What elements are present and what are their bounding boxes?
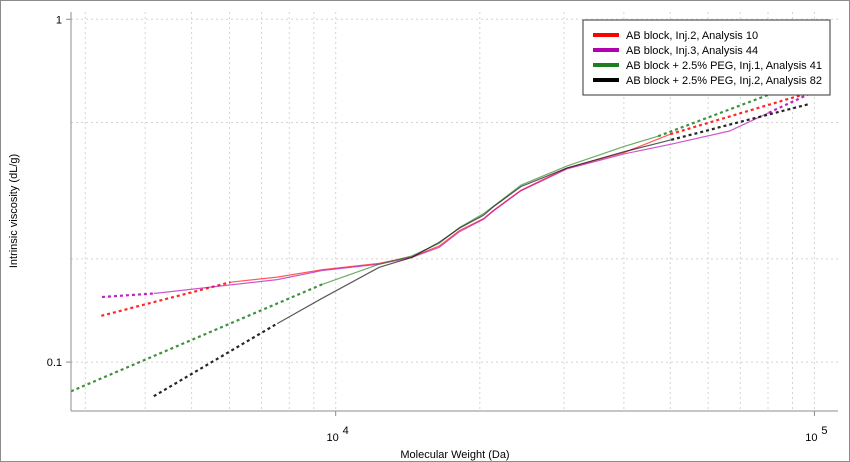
y-tick-label: 1 bbox=[56, 14, 62, 26]
series-extrapolation-line bbox=[153, 322, 278, 398]
series-line bbox=[276, 139, 672, 325]
y-axis-title: Intrinsic viscosity (dL/g) bbox=[8, 154, 20, 268]
series-extrapolation-line bbox=[669, 89, 818, 136]
legend-box bbox=[582, 19, 831, 96]
series-2 bbox=[101, 89, 818, 299]
series-3 bbox=[70, 83, 797, 393]
x-tick-label: 10 bbox=[327, 432, 339, 444]
series-extrapolation-line bbox=[70, 283, 323, 393]
legend-swatch bbox=[593, 48, 619, 52]
series-line bbox=[230, 133, 671, 283]
legend-label: AB block + 2.5% PEG, Inj.2, Analysis 82 bbox=[626, 75, 822, 87]
series-layer bbox=[70, 83, 818, 398]
legend-swatch bbox=[593, 33, 619, 37]
legend-swatch bbox=[593, 63, 619, 67]
series-line bbox=[153, 112, 770, 295]
tick-layer: 10 4 10 5 1 0.1 bbox=[47, 14, 828, 444]
x-tick-label: 10 bbox=[805, 432, 817, 444]
legend-label: AB block + 2.5% PEG, Inj.1, Analysis 41 bbox=[626, 60, 822, 72]
x-axis-title: Molecular Weight (Da) bbox=[400, 449, 509, 461]
legend-swatch bbox=[593, 78, 619, 82]
series-extrapolation-line bbox=[670, 102, 810, 141]
y-tick-label: 0.1 bbox=[47, 357, 62, 369]
legend[interactable]: AB block, Inj.2, Analysis 10 AB block, In… bbox=[582, 19, 831, 96]
series-line bbox=[321, 135, 659, 285]
x-tick-exponent: 5 bbox=[821, 425, 827, 437]
series-extrapolation-line bbox=[101, 281, 231, 317]
legend-label: AB block, Inj.2, Analysis 10 bbox=[626, 30, 758, 42]
series-4 bbox=[153, 102, 810, 398]
series-extrapolation-line bbox=[101, 292, 154, 299]
series-1 bbox=[101, 89, 818, 317]
legend-label: AB block, Inj.3, Analysis 44 bbox=[626, 45, 758, 57]
x-tick-exponent: 4 bbox=[343, 425, 349, 437]
